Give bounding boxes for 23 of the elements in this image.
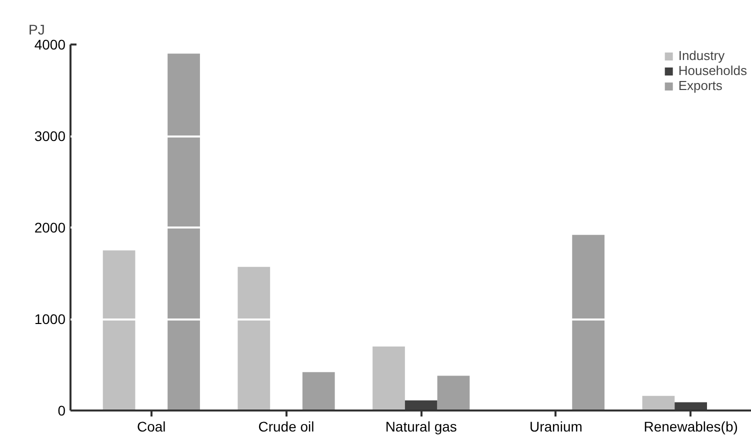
y-tick-label: 1000 <box>34 311 66 327</box>
legend-label: Industry <box>678 48 725 63</box>
bar <box>302 372 335 410</box>
bar <box>372 346 405 410</box>
bar <box>642 396 675 410</box>
y-tick-label: 0 <box>58 402 66 418</box>
bar <box>437 376 470 410</box>
bar <box>102 250 136 410</box>
y-axis-title: PJ <box>28 22 45 38</box>
y-tick-label: 2000 <box>34 220 66 236</box>
legend-label: Households <box>678 63 747 78</box>
y-tick-label: 3000 <box>34 128 66 144</box>
bar <box>168 54 200 410</box>
bar <box>572 234 605 410</box>
x-tick-label: Coal <box>137 418 166 434</box>
x-tick-label: Renewables(b) <box>644 418 738 434</box>
y-tick-label: 4000 <box>34 36 66 52</box>
bar <box>404 400 438 410</box>
x-tick-label: Crude oil <box>258 418 314 434</box>
x-tick-label: Natural gas <box>385 418 457 434</box>
x-tick-label: Uranium <box>530 418 582 434</box>
legend-label: Exports <box>678 78 722 93</box>
bar <box>238 266 270 410</box>
